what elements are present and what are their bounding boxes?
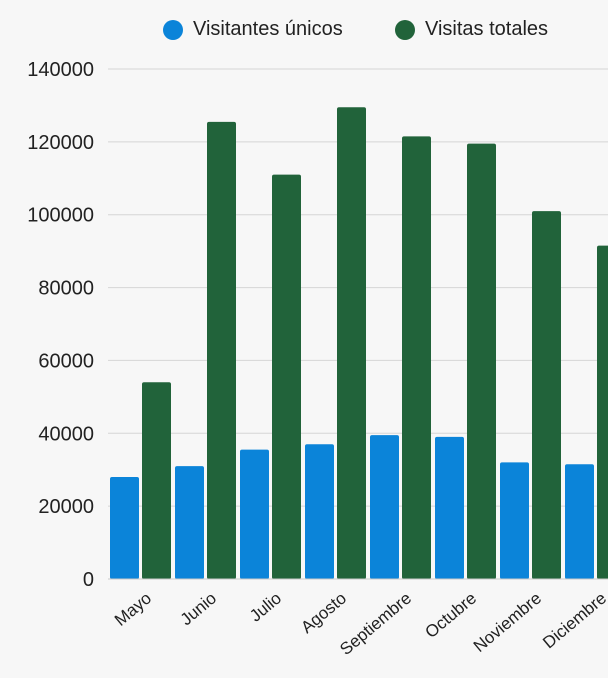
legend: Visitantes únicos Visitas totales — [0, 18, 608, 46]
bar-unique-visitors[interactable] — [370, 435, 399, 579]
x-tick-label: Octubre — [422, 589, 481, 642]
bar-total-visits[interactable] — [532, 211, 561, 580]
bar-total-visits[interactable] — [467, 143, 496, 579]
bar-total-visits[interactable] — [597, 245, 608, 579]
y-tick-label: 0 — [83, 569, 94, 591]
y-tick-label: 20000 — [38, 496, 94, 518]
legend-swatch-total-visits — [395, 19, 415, 40]
legend-label-total-visits: Visitas totales — [425, 18, 549, 40]
x-tick-label: Septiembre — [336, 589, 415, 659]
x-tick-label: Diciembre — [539, 589, 608, 653]
bar-total-visits[interactable] — [272, 174, 301, 579]
legend-item-total-visits[interactable]: Visitas totales — [395, 18, 548, 41]
legend-item-unique-visitors[interactable]: Visitantes únicos — [163, 18, 343, 41]
bar-unique-visitors[interactable] — [305, 444, 334, 579]
y-tick-label: 140000 — [27, 59, 94, 81]
bar-unique-visitors[interactable] — [435, 436, 464, 579]
x-tick-label: Agosto — [297, 589, 350, 638]
y-tick-label: 80000 — [38, 278, 94, 300]
bar-unique-visitors[interactable] — [500, 462, 529, 579]
x-tick-label: Mayo — [111, 589, 155, 630]
bar-total-visits[interactable] — [142, 382, 171, 579]
bar-total-visits[interactable] — [402, 136, 431, 579]
bar-total-visits[interactable] — [337, 107, 366, 579]
bar-unique-visitors[interactable] — [565, 464, 594, 579]
bar-total-visits[interactable] — [207, 121, 236, 580]
bar-unique-visitors[interactable] — [240, 449, 269, 579]
x-tick-label: Junio — [177, 589, 220, 630]
legend-swatch-unique-visitors — [163, 19, 183, 40]
bar-unique-visitors[interactable] — [110, 477, 139, 579]
x-tick-label: Noviembre — [470, 589, 545, 656]
y-tick-label: 100000 — [27, 205, 94, 227]
bar-unique-visitors[interactable] — [175, 466, 204, 579]
y-tick-label: 60000 — [38, 350, 94, 372]
x-tick-label: Julio — [246, 589, 285, 626]
legend-label-unique-visitors: Visitantes únicos — [193, 18, 343, 40]
y-tick-label: 120000 — [27, 132, 94, 154]
y-tick-label: 40000 — [38, 423, 94, 445]
